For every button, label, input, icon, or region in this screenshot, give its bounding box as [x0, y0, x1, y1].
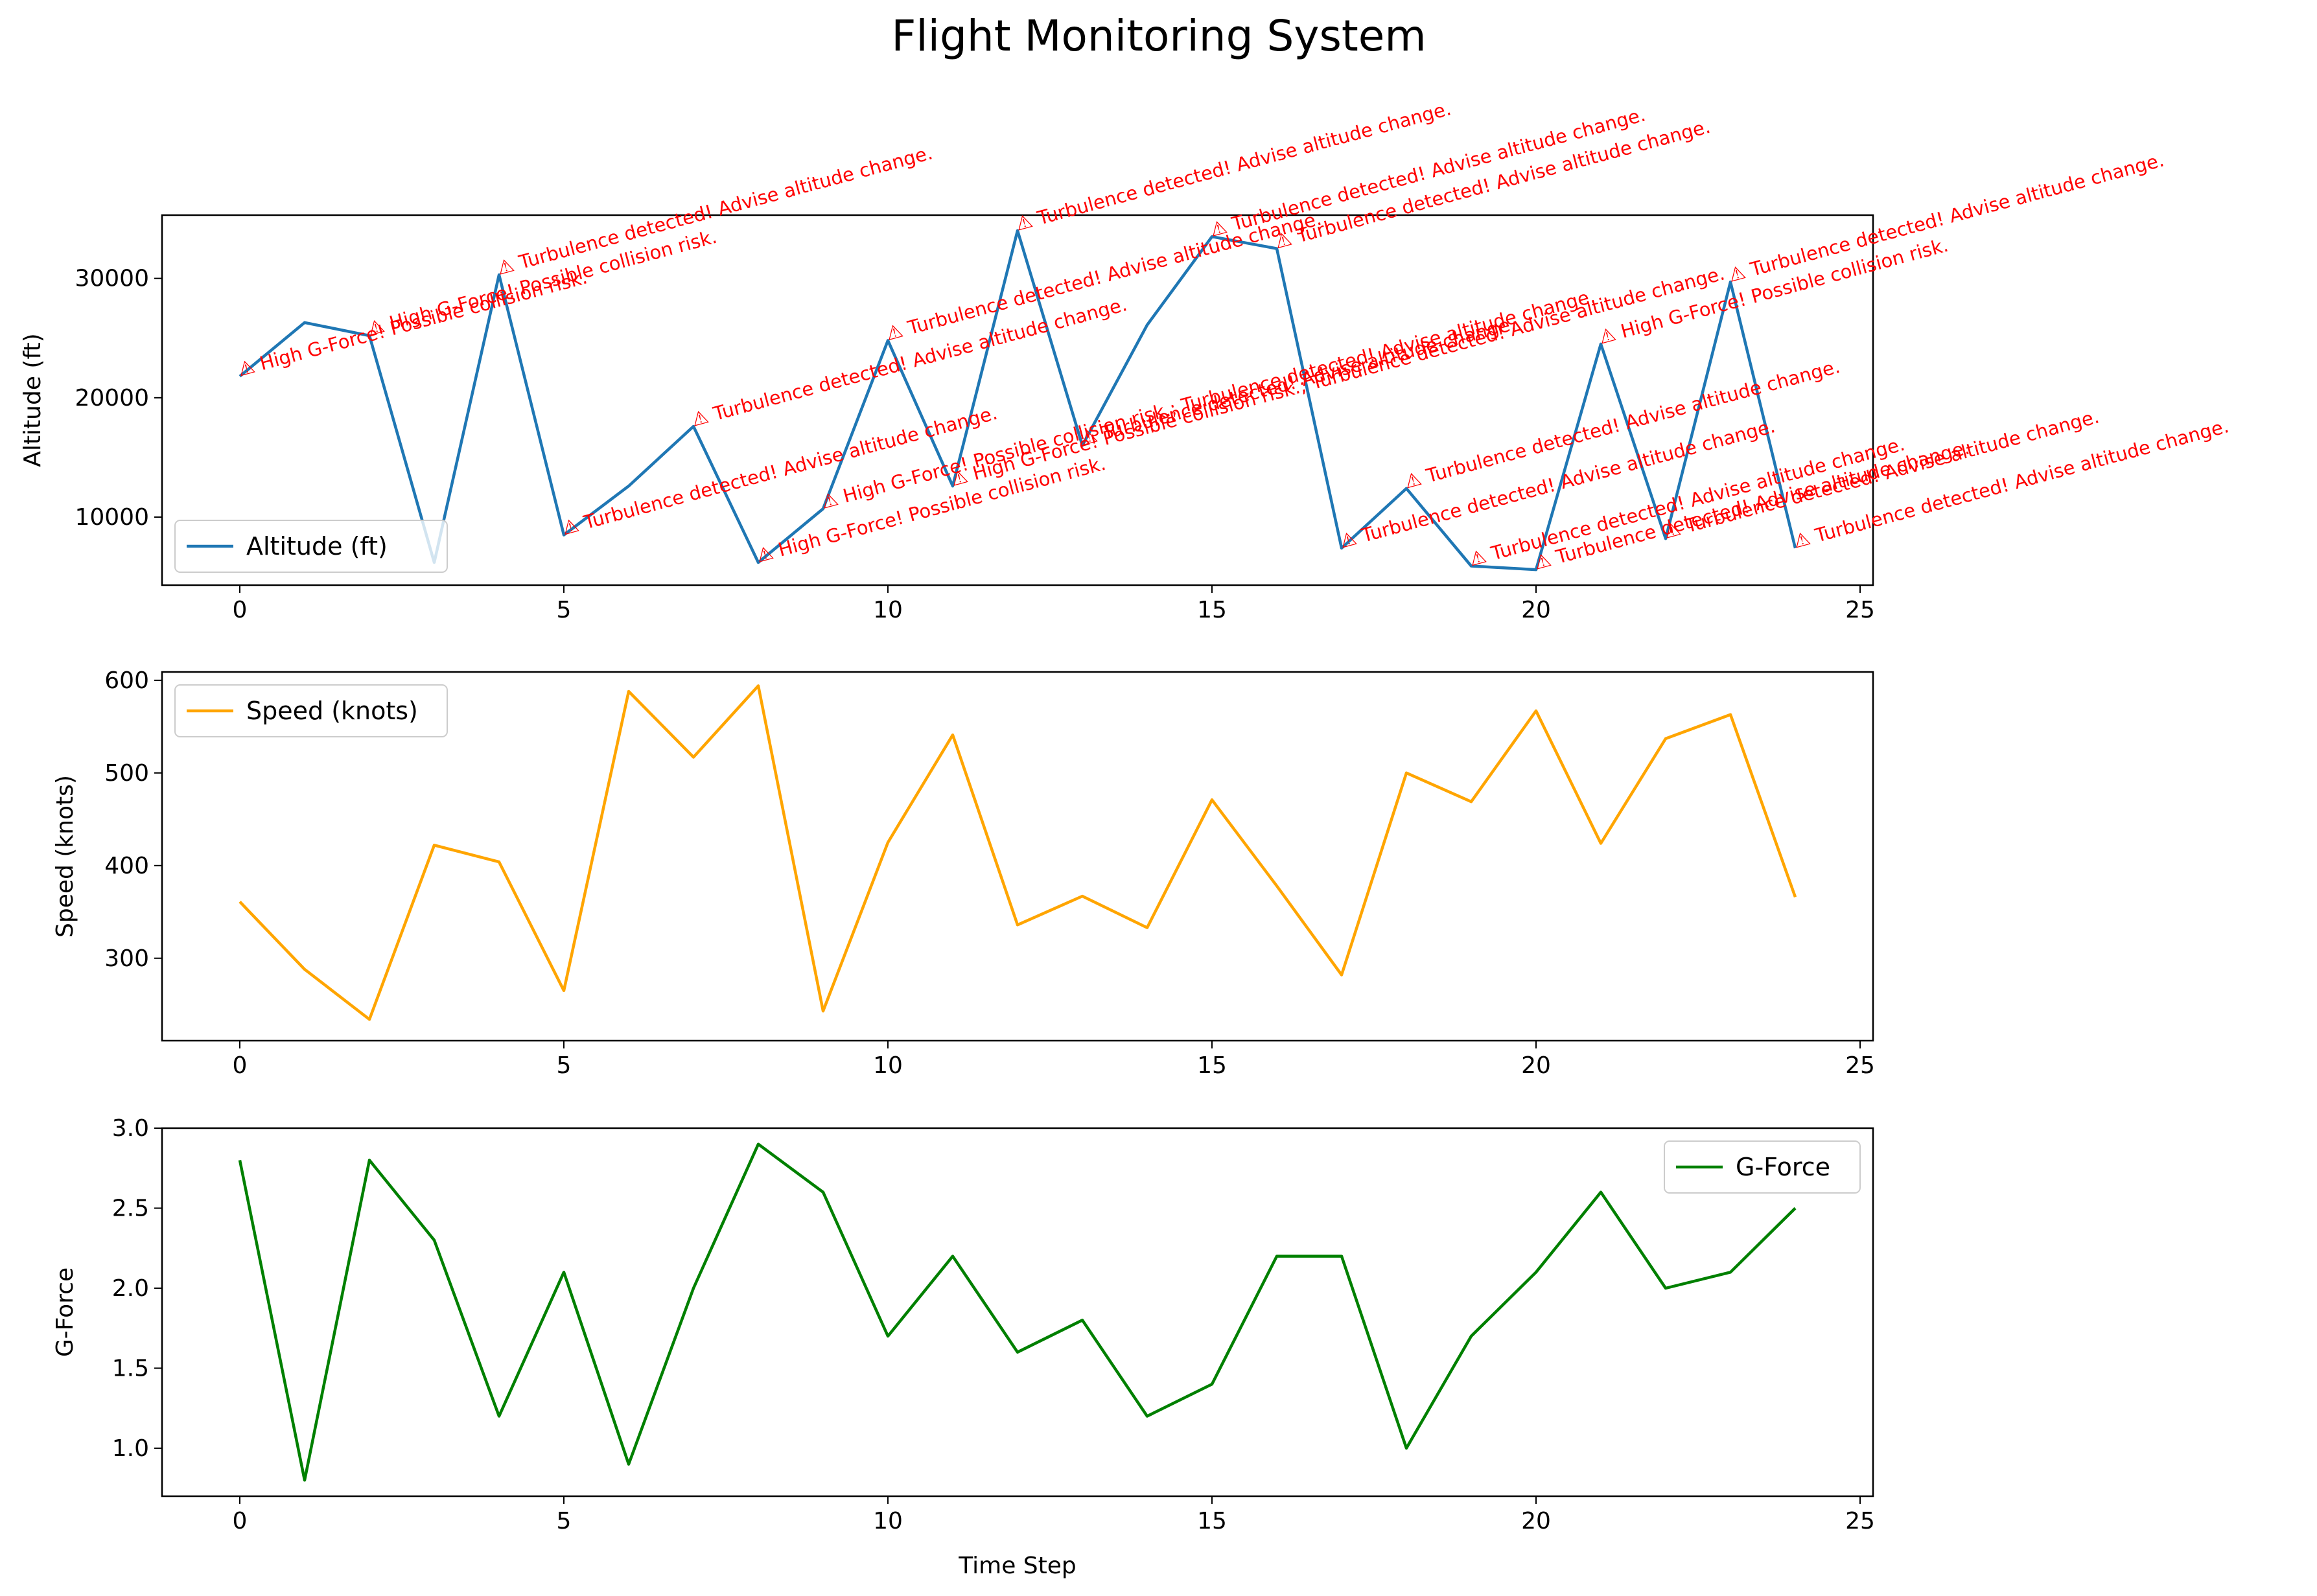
- y-tick-label: 600: [104, 667, 149, 694]
- x-tick-label: 0: [233, 597, 248, 623]
- x-tick-label: 10: [873, 1052, 903, 1079]
- x-tick-label: 5: [557, 1508, 572, 1534]
- y-tick-label: 2.0: [112, 1275, 149, 1302]
- series-line-speed: [239, 684, 1797, 1021]
- y-axis-label: G-Force: [52, 1267, 78, 1357]
- x-tick-label: 25: [1845, 1508, 1875, 1534]
- x-tick-label: 25: [1845, 597, 1875, 623]
- y-axis-label: Altitude (ft): [19, 333, 46, 467]
- x-tick-label: 5: [557, 1052, 572, 1079]
- y-tick-label: 400: [104, 853, 149, 879]
- x-tick-label: 25: [1845, 1052, 1875, 1079]
- legend-box: [174, 520, 448, 573]
- y-tick-label: 10000: [75, 504, 149, 531]
- legend: G-Force: [1664, 1140, 1861, 1194]
- y-tick-label: 300: [104, 945, 149, 972]
- y-axis-label: Speed (knots): [52, 775, 78, 938]
- x-tick-label: 15: [1197, 1052, 1227, 1079]
- axes-frame: [161, 1127, 1874, 1498]
- legend: Altitude (ft): [174, 520, 448, 573]
- legend-box: [174, 684, 448, 737]
- x-tick-label: 15: [1197, 597, 1227, 623]
- y-tick-label: 3.0: [112, 1115, 149, 1142]
- axes-frame: [161, 671, 1874, 1042]
- legend-label: Altitude (ft): [246, 532, 388, 561]
- subplot-gforce: 0 5 10 15 20 25 1.0 1.5 2.0 2.5 3.0 G-Force G-Force: [52, 1115, 1875, 1534]
- x-tick-label: 10: [873, 597, 903, 623]
- x-tick-label: 0: [233, 1052, 248, 1079]
- x-axis-label: Time Step: [958, 1553, 1077, 1579]
- legend-label: Speed (knots): [246, 697, 418, 725]
- x-tick-label: 10: [873, 1508, 903, 1534]
- legend-box: [1664, 1140, 1861, 1194]
- y-tick-label: 1.0: [112, 1435, 149, 1462]
- x-tick-label: 20: [1521, 597, 1551, 623]
- legend-label: G-Force: [1736, 1153, 1830, 1181]
- y-tick-label: 30000: [75, 266, 149, 292]
- x-tick-label: 20: [1521, 1508, 1551, 1534]
- y-tick-label: 500: [104, 760, 149, 787]
- x-tick-label: 15: [1197, 1508, 1227, 1534]
- legend: Speed (knots): [174, 684, 448, 737]
- y-tick-label: 2.5: [112, 1195, 149, 1221]
- x-tick-label: 0: [233, 1508, 248, 1534]
- axes-frame: [161, 214, 1874, 586]
- figure-title: Flight Monitoring System: [891, 11, 1426, 61]
- y-tick-label: 1.5: [112, 1355, 149, 1382]
- x-tick-label: 5: [557, 597, 572, 623]
- series-line-gforce: [238, 1142, 1797, 1482]
- x-tick-label: 20: [1521, 1052, 1551, 1079]
- series-line-altitude: [239, 229, 1797, 572]
- subplot-speed: 0 5 10 15 20 25 300 400 500 600 Speed (knots) Speed…: [52, 667, 1875, 1079]
- y-tick-label: 20000: [75, 385, 149, 411]
